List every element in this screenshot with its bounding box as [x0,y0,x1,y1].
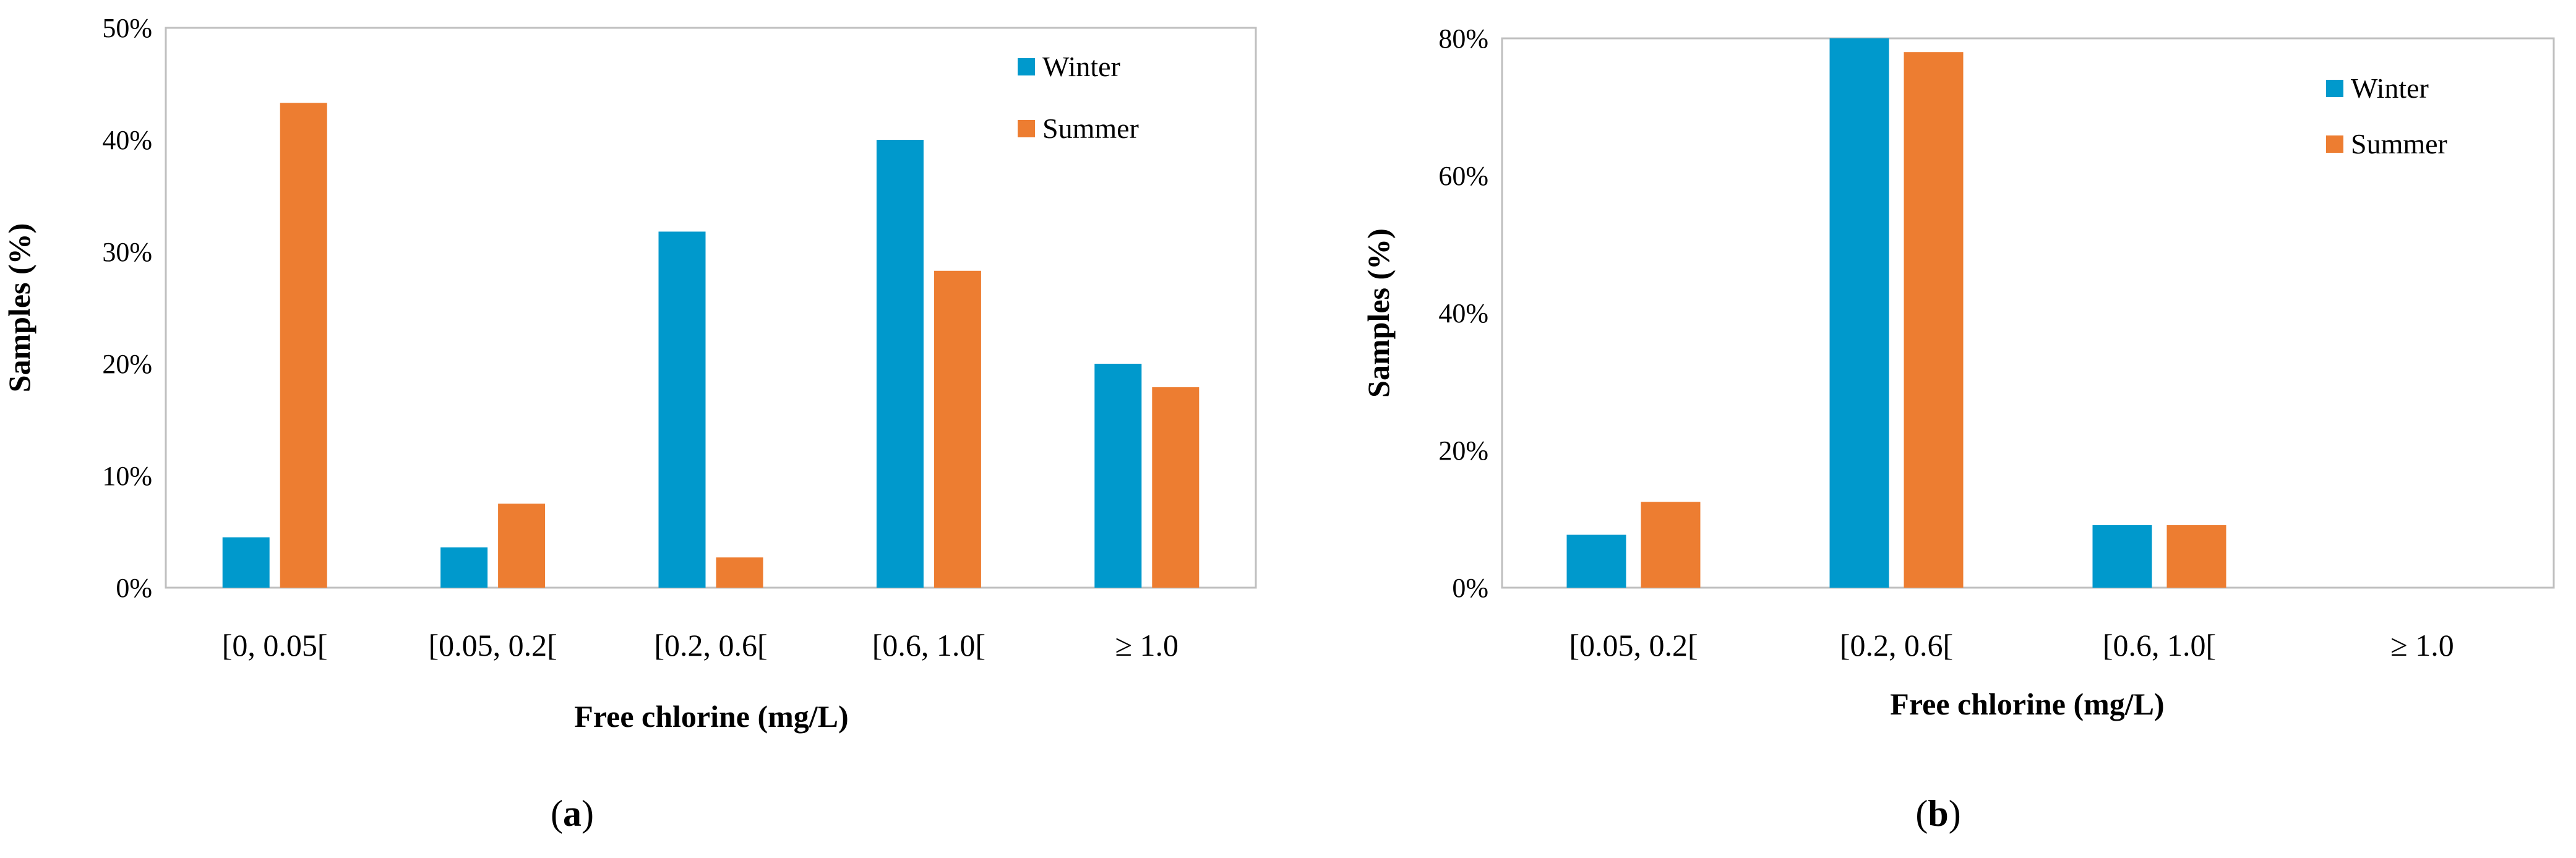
panel-b-x-axis-title: Free chlorine (mg/L) [1890,687,2164,721]
panel-b-bar-winter [2092,525,2152,588]
panel-b-bar-summer [2166,525,2226,588]
panel-a-bar-summer [498,504,546,588]
panel-a-y-tick-label: 0% [116,573,152,603]
panel-b-legend-swatch-winter [2326,80,2343,97]
panel-a-x-category-label: [0, 0.05[ [222,628,328,663]
panel-a-bar-winter [222,537,270,588]
panel-b-y-tick-label: 40% [1438,298,1488,328]
panel-b-x-category-label: [0.6, 1.0[ [2103,628,2216,663]
panel-b-legend-label-summer: Summer [2351,128,2447,160]
panel-a-y-tick-label: 40% [102,125,152,155]
panel-a-plot-frame [165,27,1257,589]
panel-b-y-tick-label: 0% [1452,573,1488,603]
panel-b-legend-label-winter: Winter [2351,72,2429,104]
chart-panel-a: 0% 10% 20% 30% 40% 50% [0, 0.05[ [0.05, 0.2[ [0.… [2,13,1257,734]
panel-a-bar-winter [658,231,706,588]
panel-a-y-axis-title: Samples (%) [2,223,36,393]
panel-b-bar-winter [1566,534,1626,588]
panel-a-bar-winter [440,547,488,588]
panel-a-y-tick-label: 30% [102,237,152,267]
panel-a-legend-swatch-winter [1018,58,1035,75]
panel-a-x-category-label: [0.05, 0.2[ [428,628,557,663]
panel-a-legend-label-summer: Summer [1042,113,1139,144]
panel-b-bar-winter [1829,38,1889,588]
panel-a-x-category-label: [0.2, 0.6[ [654,628,767,663]
panel-a-bar-summer [280,103,327,588]
panel-a-legend-swatch-summer [1018,120,1035,137]
panel-a-bar-summer [934,270,981,588]
panel-label-a: (a) [551,793,594,834]
panel-b-x-category-label: [0.2, 0.6[ [1840,628,1953,663]
panel-a-y-tick-label: 50% [102,13,152,43]
panel-a-y-tick-label: 10% [102,461,152,491]
panel-b-bar-summer [1641,502,1701,588]
panel-b-bar-summer [1904,52,1964,588]
panel-b-x-category-label: [0.05, 0.2[ [1569,628,1698,663]
panel-b-y-axis-title: Samples (%) [1361,228,1396,398]
panel-a-bar-summer [1152,387,1200,588]
panel-b-y-tick-label: 60% [1438,161,1488,191]
panel-b-legend-swatch-summer [2326,135,2343,153]
panel-a-x-category-label: ≥ 1.0 [1115,628,1179,663]
panel-b-x-category-label: ≥ 1.0 [2390,628,2454,663]
chart-panel-b: 0% 20% 40% 60% 80% [0.05, 0.2[ [0.2, 0.6[ [0.6,… [1361,24,2555,721]
panel-b-plot-frame [1501,37,2555,589]
panel-a-x-axis-title: Free chlorine (mg/L) [574,699,848,734]
panel-label-b: (b) [1915,793,1960,834]
panel-a-bar-winter [876,140,924,588]
panel-a-bar-summer [716,557,763,588]
panel-a-y-tick-label: 20% [102,349,152,379]
panel-b-y-tick-label: 20% [1438,435,1488,466]
panel-a-x-category-label: [0.6, 1.0[ [872,628,985,663]
panel-b-y-tick-label: 80% [1438,24,1488,54]
panel-a-legend-label-winter: Winter [1042,51,1120,82]
panel-a-bar-winter [1094,364,1142,588]
